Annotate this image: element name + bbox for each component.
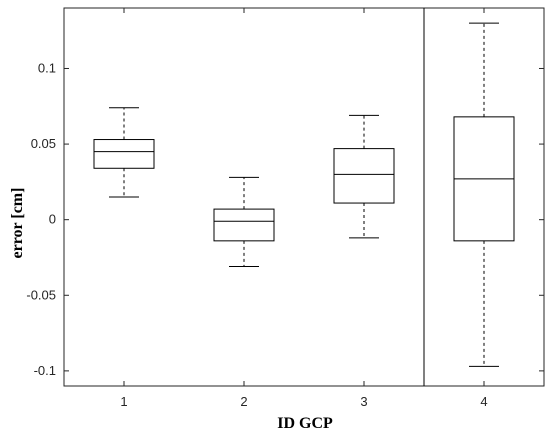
x-axis-label: ID GCP — [277, 415, 333, 432]
x-tick-label: 4 — [480, 394, 487, 409]
box-iqr — [213, 208, 275, 242]
y-tick-label: 0.05 — [31, 136, 56, 151]
y-axis-label: error [cm] — [9, 188, 26, 259]
box-iqr — [93, 139, 155, 169]
y-tick-label: -0.05 — [26, 287, 56, 302]
box-iqr — [333, 148, 395, 204]
y-tick-label: 0.1 — [38, 60, 56, 75]
y-tick-label: -0.1 — [34, 363, 56, 378]
plot-frame — [63, 7, 545, 387]
plot-area: 0.1 0.05 0 -0.05 -0.1 1 2 3 4 — [26, 7, 545, 409]
x-tick-label: 1 — [120, 394, 127, 409]
y-tick-label: 0 — [49, 212, 56, 227]
x-tick-label: 3 — [360, 394, 367, 409]
x-tick-label: 2 — [240, 394, 247, 409]
